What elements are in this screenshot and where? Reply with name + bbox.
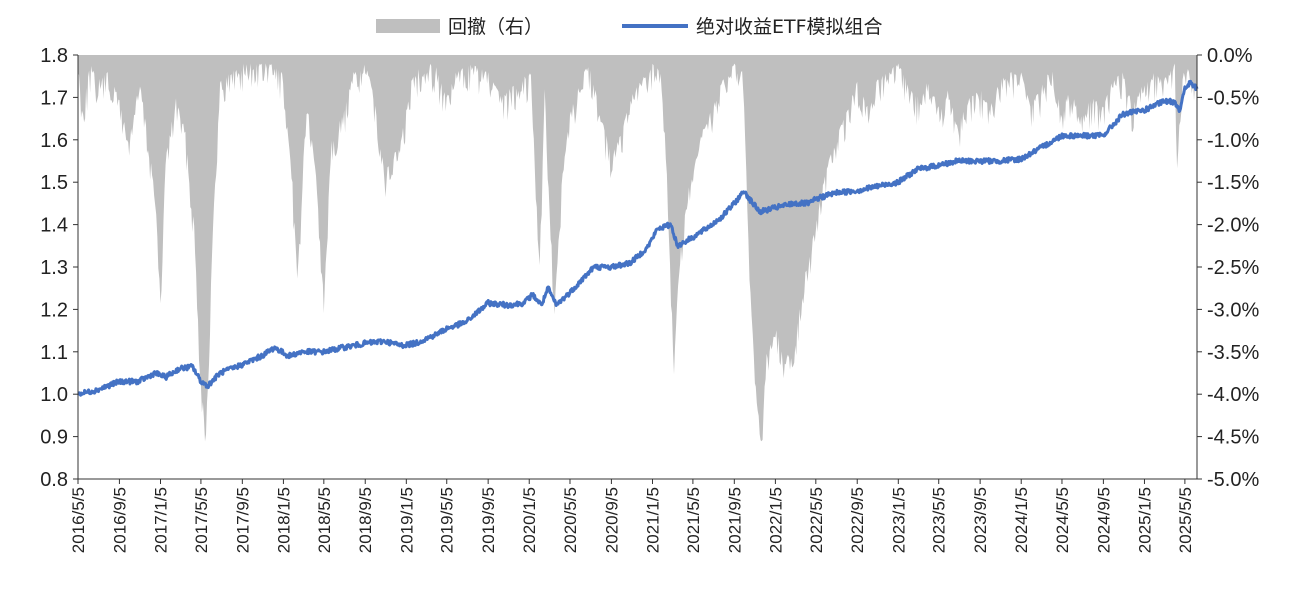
x-tick-label: 2021/9/5	[725, 487, 744, 553]
left-tick-label: 1.7	[40, 87, 68, 109]
x-tick-label: 2018/5/5	[315, 487, 334, 553]
legend-label-portfolio: 绝对收益ETF模拟组合	[696, 16, 883, 38]
x-tick-label: 2022/5/5	[807, 487, 826, 553]
legend: 回撤（右） 绝对收益ETF模拟组合	[376, 16, 883, 38]
right-tick-label: 0.0%	[1207, 45, 1253, 67]
x-tick-label: 2023/1/5	[889, 487, 908, 553]
x-tick-label: 2017/1/5	[152, 487, 171, 553]
x-tick-label: 2016/5/5	[69, 487, 88, 553]
drawdown-area	[78, 55, 1197, 442]
x-tick-label: 2025/5/5	[1176, 487, 1195, 553]
right-tick-label: -2.0%	[1207, 215, 1259, 237]
right-tick-label: -0.5%	[1207, 87, 1259, 109]
legend-label-drawdown: 回撤（右）	[448, 16, 543, 38]
x-tick-label: 2025/1/5	[1136, 487, 1155, 553]
drawdown-area-layer	[78, 55, 1197, 442]
x-tick-label: 2024/1/5	[1012, 487, 1031, 553]
right-tick-label: -3.5%	[1207, 342, 1259, 364]
x-tick-label: 2017/9/5	[233, 487, 252, 553]
x-axis: 2016/5/5 2016/9/5 2017/1/5 2017/5/5 2017/9/5…	[69, 479, 1195, 553]
portfolio-line-layer	[77, 79, 1199, 397]
axes	[77, 55, 1198, 480]
legend-swatch-drawdown	[376, 19, 440, 33]
x-tick-label: 2020/5/5	[561, 487, 580, 553]
x-tick-label: 2021/5/5	[684, 487, 703, 553]
right-y-axis: 0.0% -0.5% -1.0% -1.5% -2.0% -2.5% -3.0% -3.5% -…	[1197, 45, 1259, 491]
right-tick-label: -4.5%	[1207, 427, 1259, 449]
left-tick-label: 0.8	[40, 469, 68, 491]
x-tick-label: 2018/9/5	[356, 487, 375, 553]
x-tick-label: 2019/9/5	[479, 487, 498, 553]
x-tick-label: 2022/9/5	[848, 487, 867, 553]
x-tick-label: 2024/5/5	[1053, 487, 1072, 553]
left-tick-label: 1.1	[40, 342, 68, 364]
right-tick-label: -1.5%	[1207, 172, 1259, 194]
left-tick-label: 1.0	[40, 384, 68, 406]
left-tick-label: 1.8	[40, 45, 68, 67]
left-tick-label: 1.2	[40, 299, 68, 321]
right-tick-label: -4.0%	[1207, 384, 1259, 406]
x-tick-label: 2020/1/5	[520, 487, 539, 553]
left-tick-label: 1.5	[40, 172, 68, 194]
left-tick-label: 1.4	[40, 215, 68, 237]
x-tick-label: 2024/9/5	[1094, 487, 1113, 553]
x-tick-label: 2022/1/5	[766, 487, 785, 553]
x-tick-label: 2021/1/5	[644, 487, 663, 553]
left-y-axis: 0.8 0.9 1.0 1.1 1.2 1.3 1.4 1.5 1.6 1.7 1.8	[40, 45, 78, 491]
x-tick-label: 2019/5/5	[438, 487, 457, 553]
left-tick-label: 0.9	[40, 427, 68, 449]
right-tick-label: -2.5%	[1207, 257, 1259, 279]
x-tick-label: 2016/9/5	[110, 487, 129, 553]
right-tick-label: -5.0%	[1207, 469, 1259, 491]
left-tick-label: 1.3	[40, 257, 68, 279]
right-tick-label: -3.0%	[1207, 299, 1259, 321]
x-tick-label: 2023/9/5	[971, 487, 990, 553]
portfolio-line	[77, 79, 1199, 397]
left-tick-label: 1.6	[40, 130, 68, 152]
x-tick-label: 2017/5/5	[192, 487, 211, 553]
x-tick-label: 2023/5/5	[930, 487, 949, 553]
x-tick-label: 2020/9/5	[602, 487, 621, 553]
x-tick-label: 2018/1/5	[274, 487, 293, 553]
x-tick-label: 2019/1/5	[397, 487, 416, 553]
right-tick-label: -1.0%	[1207, 130, 1259, 152]
